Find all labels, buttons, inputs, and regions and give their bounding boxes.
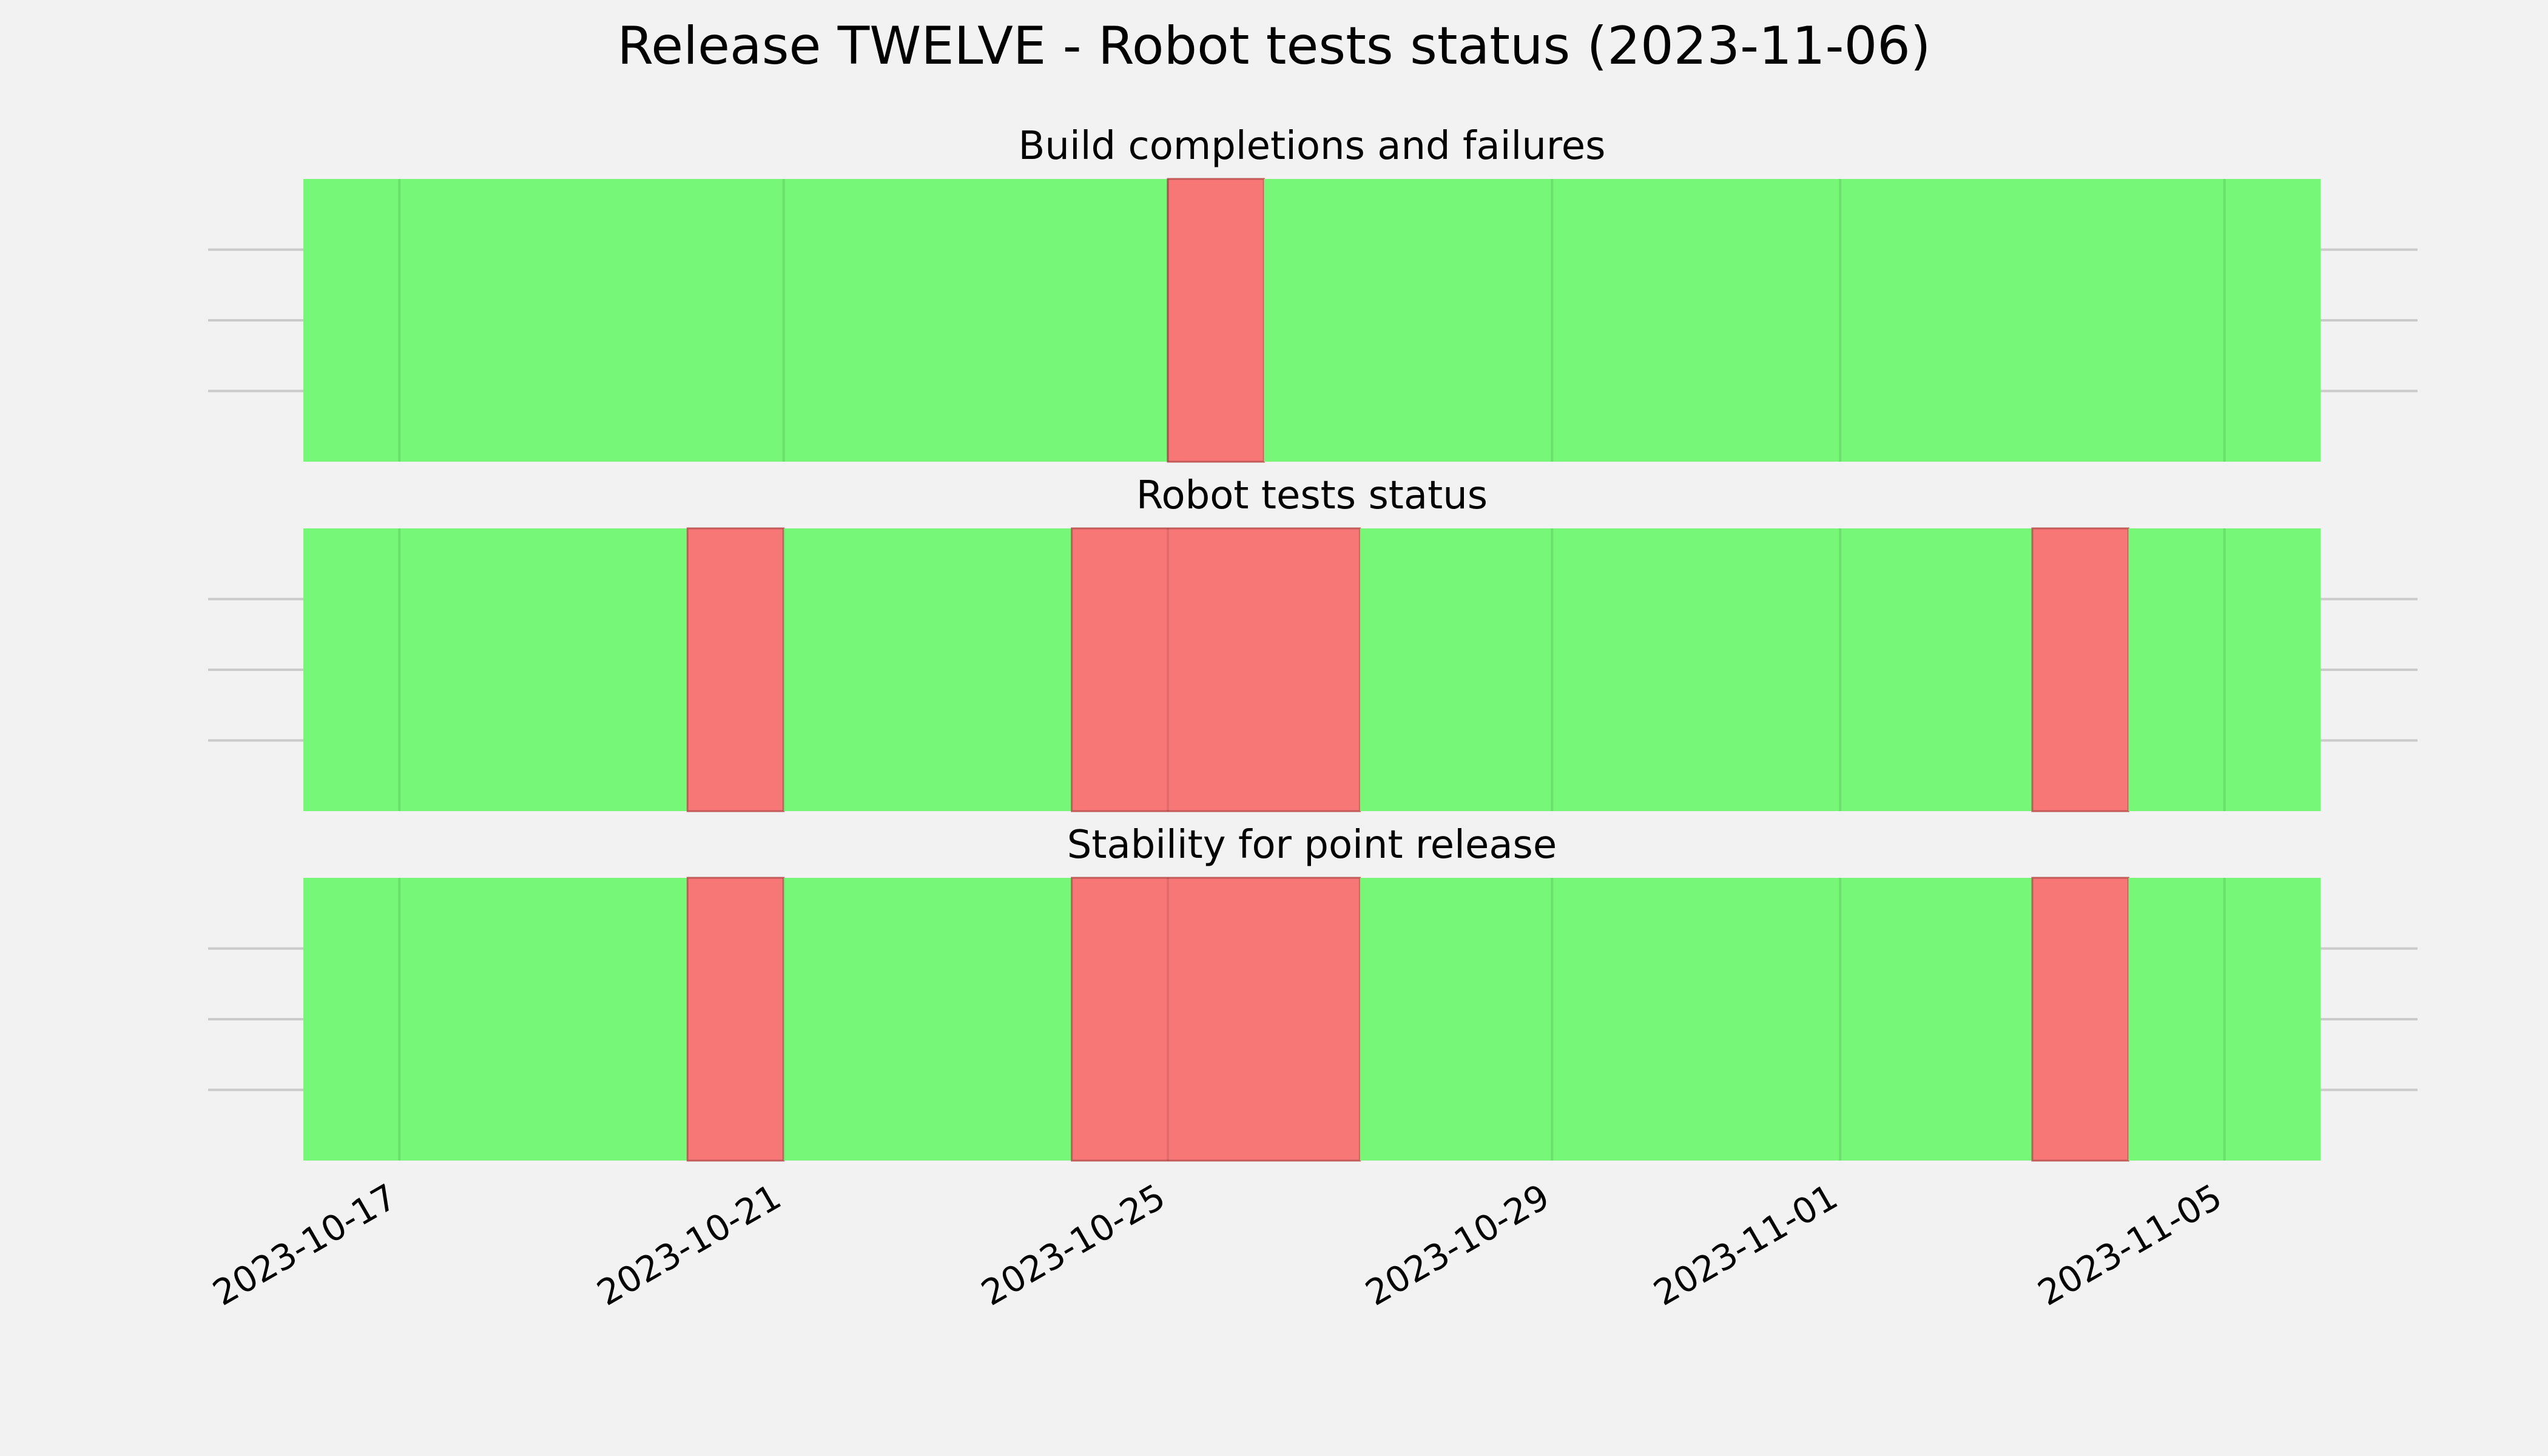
timeline-panel: Robot tests status [208, 473, 2418, 812]
fail-segment [2031, 527, 2129, 812]
x-tick-label: 2023-10-17 [206, 1176, 403, 1313]
timeline-panel: Stability for point release [208, 823, 2418, 1162]
pass-segment [2128, 878, 2320, 1161]
pass-segment [303, 878, 688, 1161]
pass-segment [783, 528, 1072, 811]
pass-segment [1264, 179, 2320, 462]
fail-segment [686, 877, 785, 1162]
fail-segment [686, 527, 785, 812]
pass-segment [303, 179, 1168, 462]
pass-segment [1360, 878, 2032, 1161]
x-tick-label: 2023-10-21 [590, 1176, 788, 1313]
x-axis: 2023-10-17 2023-10-21 2023-10-25 2023-10-29… [206, 1176, 2228, 1313]
pass-segment [1360, 528, 2032, 811]
pass-segment [303, 528, 688, 811]
pass-segment [783, 878, 1072, 1161]
x-tick-label: 2023-11-01 [1646, 1176, 1844, 1313]
fail-segment [1071, 527, 1361, 812]
panel-title: Build completions and failures [1019, 124, 1606, 169]
panel-title: Stability for point release [1067, 823, 1557, 868]
fail-segment [1167, 178, 1265, 463]
fail-segment [1071, 877, 1361, 1162]
panels-layer: Build completions and failures Robot test… [208, 124, 2418, 1162]
x-tick-label: 2023-11-05 [2031, 1176, 2229, 1313]
pass-segment [2128, 528, 2320, 811]
chart-title: Release TWELVE - Robot tests status (202… [617, 16, 1930, 76]
timeline-panel: Build completions and failures [208, 124, 2418, 463]
fail-segment [2031, 877, 2129, 1162]
x-tick-label: 2023-10-25 [974, 1176, 1172, 1313]
panel-title: Robot tests status [1136, 473, 1488, 518]
x-tick-label: 2023-10-29 [1358, 1176, 1556, 1313]
